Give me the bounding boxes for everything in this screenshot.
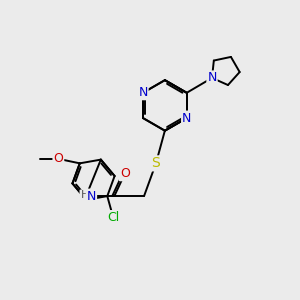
Text: H: H [80, 190, 89, 200]
Text: O: O [120, 167, 130, 180]
Text: N: N [87, 190, 96, 202]
Text: N: N [182, 112, 191, 124]
Text: S: S [152, 156, 160, 170]
Text: O: O [53, 152, 63, 165]
Text: N: N [138, 86, 148, 99]
Text: Cl: Cl [107, 211, 119, 224]
Text: N: N [207, 71, 217, 84]
